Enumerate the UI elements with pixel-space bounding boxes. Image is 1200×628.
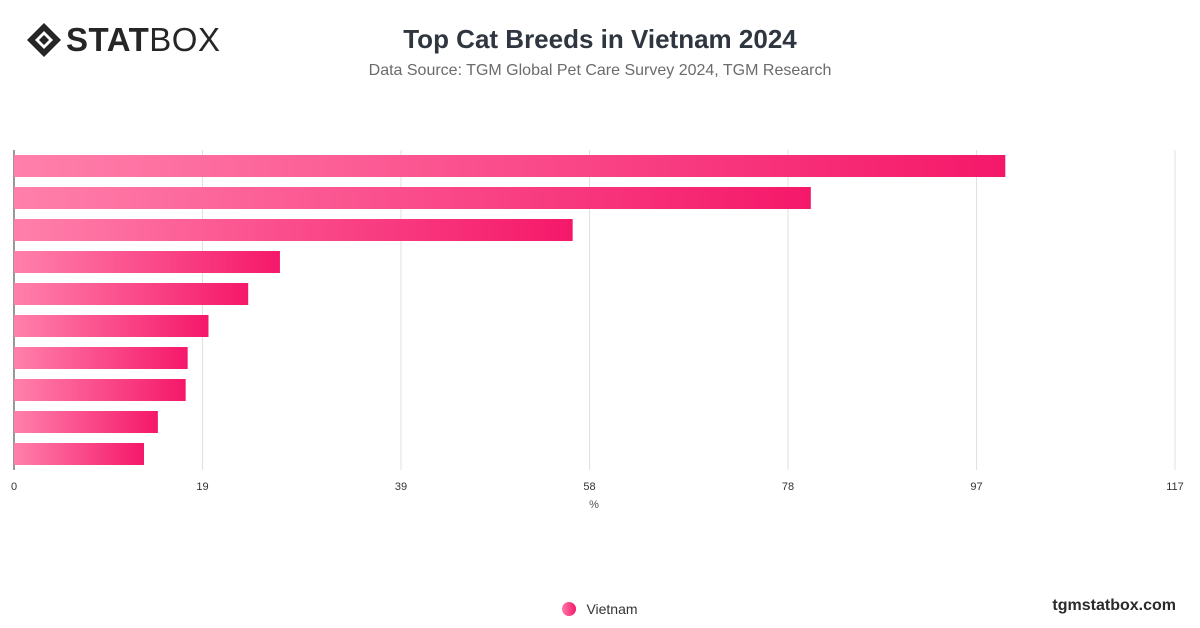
chart-title: Top Cat Breeds in Vietnam 2024 <box>403 24 797 54</box>
legend[interactable]: Vietnam <box>0 601 1200 617</box>
bars <box>14 155 1006 465</box>
logo-text-bold: STAT <box>66 21 150 58</box>
logo-wordmark: STATBOX <box>66 20 220 60</box>
bar[interactable] <box>14 411 158 433</box>
statbox-logo: STATBOX <box>26 20 220 60</box>
x-tick-label: 78 <box>782 481 794 493</box>
website-credit: tgmstatbox.com <box>1052 597 1176 614</box>
bar[interactable] <box>14 315 209 337</box>
legend-swatch <box>562 602 577 616</box>
bar[interactable] <box>14 251 280 273</box>
chart-subtitle: Data Source: TGM Global Pet Care Survey … <box>368 62 832 79</box>
bar[interactable] <box>14 283 249 305</box>
bar[interactable] <box>14 187 811 209</box>
bar[interactable] <box>14 155 1006 177</box>
x-tick-label: 39 <box>395 481 407 493</box>
statbox-diamond-icon <box>27 23 61 57</box>
x-tick-label: 0 <box>11 481 17 493</box>
logo-text-light: BOX <box>149 21 221 58</box>
x-tick-label: 58 <box>583 481 595 493</box>
x-tick-label: 117 <box>1166 481 1184 493</box>
bar[interactable] <box>14 443 144 465</box>
x-tick-label: 19 <box>196 481 208 493</box>
bar[interactable] <box>14 379 186 401</box>
x-axis-label: % <box>589 499 599 511</box>
legend-label: Vietnam <box>586 601 638 617</box>
bar[interactable] <box>14 347 188 369</box>
x-axis-ticks: 0 19 39 58 78 97 117 <box>11 481 1184 493</box>
bar[interactable] <box>14 219 573 241</box>
x-tick-label: 97 <box>970 481 982 493</box>
